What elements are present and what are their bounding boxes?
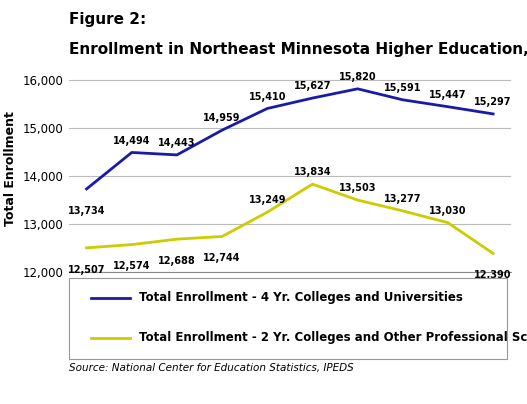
Text: Source: National Center for Education Statistics, IPEDS: Source: National Center for Education St…: [69, 363, 353, 373]
Point: [128, 335, 134, 340]
Text: 14,959: 14,959: [203, 113, 241, 123]
Text: 14,494: 14,494: [113, 135, 151, 145]
Text: 13,249: 13,249: [249, 195, 286, 205]
Text: 15,297: 15,297: [474, 97, 512, 107]
Text: 13,277: 13,277: [384, 194, 422, 204]
Text: 15,410: 15,410: [249, 92, 286, 101]
Text: 15,820: 15,820: [339, 72, 376, 82]
Text: Figure 2:: Figure 2:: [69, 12, 146, 27]
Text: 13,503: 13,503: [339, 183, 376, 193]
Text: 14,443: 14,443: [158, 138, 196, 148]
Text: 12,507: 12,507: [68, 265, 105, 274]
Text: 12,744: 12,744: [203, 253, 241, 263]
Text: 13,030: 13,030: [429, 206, 467, 216]
Text: 13,834: 13,834: [294, 167, 331, 177]
Point: [87, 295, 94, 300]
FancyBboxPatch shape: [69, 278, 507, 359]
Point: [87, 335, 94, 340]
Y-axis label: Total Enrollment: Total Enrollment: [4, 112, 17, 226]
Text: 12,390: 12,390: [474, 270, 512, 280]
Text: 15,591: 15,591: [384, 83, 422, 93]
Text: Total Enrollment - 2 Yr. Colleges and Other Professional Schools: Total Enrollment - 2 Yr. Colleges and Ot…: [139, 331, 527, 344]
Text: 15,447: 15,447: [429, 90, 467, 100]
Point: [128, 295, 134, 300]
Text: Enrollment in Northeast Minnesota Higher Education, 2005-2014: Enrollment in Northeast Minnesota Higher…: [69, 42, 527, 57]
Text: 15,627: 15,627: [294, 81, 331, 91]
Text: 12,574: 12,574: [113, 261, 151, 271]
Text: Total Enrollment - 4 Yr. Colleges and Universities: Total Enrollment - 4 Yr. Colleges and Un…: [139, 291, 463, 304]
Text: 12,688: 12,688: [158, 256, 196, 266]
Text: 13,734: 13,734: [68, 206, 105, 216]
